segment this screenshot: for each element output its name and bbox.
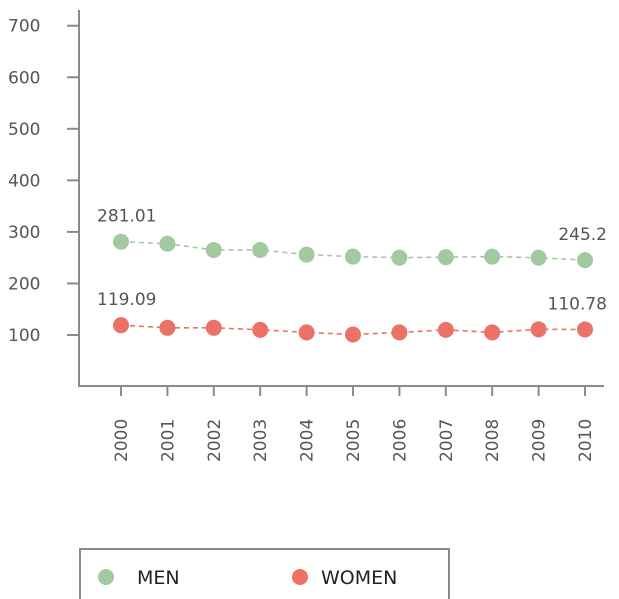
data-point-men xyxy=(345,248,361,265)
data-point-men xyxy=(391,249,408,266)
x-tick-label: 2010 xyxy=(576,419,596,462)
data-point-women xyxy=(113,317,129,334)
data-point-men xyxy=(577,252,593,269)
data-point-men xyxy=(530,249,547,266)
legend-label-men: MEN xyxy=(137,567,180,589)
data-point-men xyxy=(484,248,501,265)
y-tick-label: 700 xyxy=(8,17,40,37)
x-tick-label: 2004 xyxy=(298,419,318,462)
data-point-women xyxy=(484,324,501,341)
x-axis-ticks: 2000 2001 2002 2003 2004 2005 2006 2007 2008 2009… xyxy=(112,386,596,462)
data-label-men: 245.2 xyxy=(558,225,607,245)
series-layer xyxy=(113,233,593,343)
x-tick-label: 2006 xyxy=(390,419,410,462)
series-line-men xyxy=(120,240,586,261)
data-labels: 281.01 245.2 119.09 110.78 xyxy=(97,207,607,315)
legend-marker-women xyxy=(292,569,308,585)
legend-label-women: WOMEN xyxy=(321,567,397,589)
data-label-women: 119.09 xyxy=(97,290,156,310)
data-point-women xyxy=(159,319,176,336)
y-tick-label: 500 xyxy=(8,120,40,140)
data-point-women xyxy=(577,321,593,338)
series-line-women xyxy=(120,324,586,336)
x-tick-label: 2000 xyxy=(112,419,132,462)
x-tick-label: 2001 xyxy=(158,419,178,462)
y-tick-label: 400 xyxy=(8,171,40,191)
data-point-men xyxy=(252,241,269,258)
y-axis-ticks: 100 200 300 400 500 600 700 xyxy=(8,17,79,346)
data-point-women xyxy=(205,319,222,336)
x-tick-label: 2008 xyxy=(483,419,503,462)
x-tick-label: 2002 xyxy=(205,419,225,462)
data-label-women: 110.78 xyxy=(548,294,607,314)
data-point-women xyxy=(437,321,454,338)
data-label-men: 281.01 xyxy=(97,207,156,227)
data-point-women xyxy=(252,321,269,338)
y-tick-label: 300 xyxy=(8,223,40,243)
x-tick-label: 2007 xyxy=(437,419,457,462)
x-tick-label: 2009 xyxy=(530,419,550,462)
data-point-women xyxy=(345,326,361,343)
legend: MEN WOMEN xyxy=(79,548,450,599)
data-point-women xyxy=(298,324,315,341)
chart-axes xyxy=(78,10,604,387)
y-tick-label: 200 xyxy=(8,274,40,294)
y-tick-label: 600 xyxy=(8,68,40,88)
data-point-men xyxy=(113,233,129,250)
legend-box xyxy=(79,548,450,599)
x-tick-label: 2003 xyxy=(251,419,271,462)
data-point-men xyxy=(159,235,176,252)
x-tick-label: 2005 xyxy=(344,419,364,462)
y-tick-label: 100 xyxy=(8,326,40,346)
data-point-men xyxy=(437,249,454,266)
data-point-men xyxy=(205,241,222,258)
data-point-women xyxy=(530,321,547,338)
data-point-men xyxy=(298,246,315,263)
legend-marker-men xyxy=(98,569,114,585)
data-point-women xyxy=(391,324,408,341)
